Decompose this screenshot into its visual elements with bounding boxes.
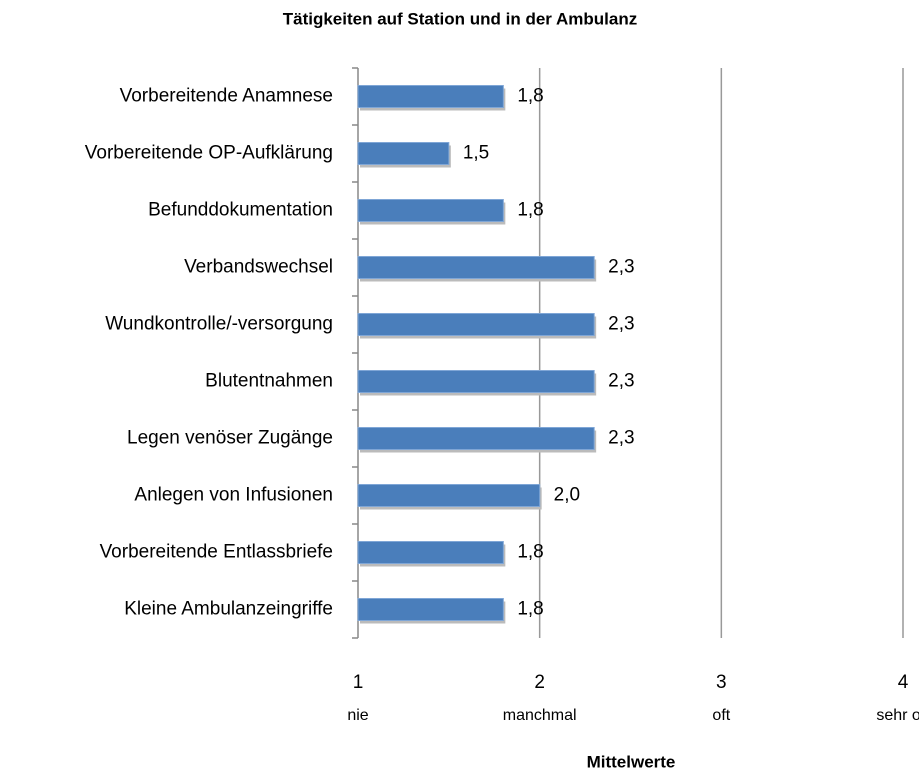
x-tick-label: 4	[898, 672, 909, 693]
x-axis-title: Mittelwerte	[587, 752, 676, 771]
value-label: 1,8	[517, 542, 543, 563]
bar	[357, 370, 595, 393]
y-tick-label: Legen venöser Zugänge	[127, 428, 333, 449]
x-tick-description: oft	[712, 707, 730, 724]
bar	[357, 313, 595, 336]
x-tick-description: manchmal	[503, 707, 577, 724]
x-tick-label: 3	[716, 672, 727, 693]
bar	[357, 598, 504, 621]
bar	[357, 427, 595, 450]
value-label: 2,3	[608, 428, 634, 449]
y-tick-label: Wundkontrolle/-versorgung	[105, 314, 333, 335]
x-tick-description: sehr oft	[876, 707, 919, 724]
value-label: 1,8	[517, 599, 543, 620]
bar	[357, 256, 595, 279]
value-label: 1,8	[517, 200, 543, 221]
x-tick-label: 2	[534, 672, 545, 693]
bar	[357, 142, 450, 165]
bar	[357, 541, 504, 564]
x-tick-label: 1	[353, 672, 364, 693]
y-tick-label: Kleine Ambulanzeingriffe	[124, 599, 333, 620]
y-tick-label: Blutentnahmen	[205, 371, 333, 392]
y-tick-label: Verbandswechsel	[184, 257, 333, 278]
value-label: 1,5	[463, 143, 489, 164]
value-label: 2,3	[608, 314, 634, 335]
value-label: 2,0	[554, 485, 580, 506]
value-label: 2,3	[608, 371, 634, 392]
y-tick-label: Vorbereitende Anamnese	[120, 86, 333, 107]
value-label: 1,8	[517, 86, 543, 107]
y-tick-label: Vorbereitende OP-Aufklärung	[85, 143, 333, 164]
x-tick-description: nie	[347, 707, 368, 724]
y-tick-label: Anlegen von Infusionen	[134, 485, 333, 506]
value-label: 2,3	[608, 257, 634, 278]
y-tick-label: Befunddokumentation	[148, 200, 333, 221]
y-tick-label: Vorbereitende Entlassbriefe	[100, 542, 333, 563]
bar	[357, 484, 541, 507]
bar	[357, 199, 504, 222]
bar	[357, 85, 504, 108]
chart-title: Tätigkeiten auf Station und in der Ambul…	[283, 9, 638, 28]
